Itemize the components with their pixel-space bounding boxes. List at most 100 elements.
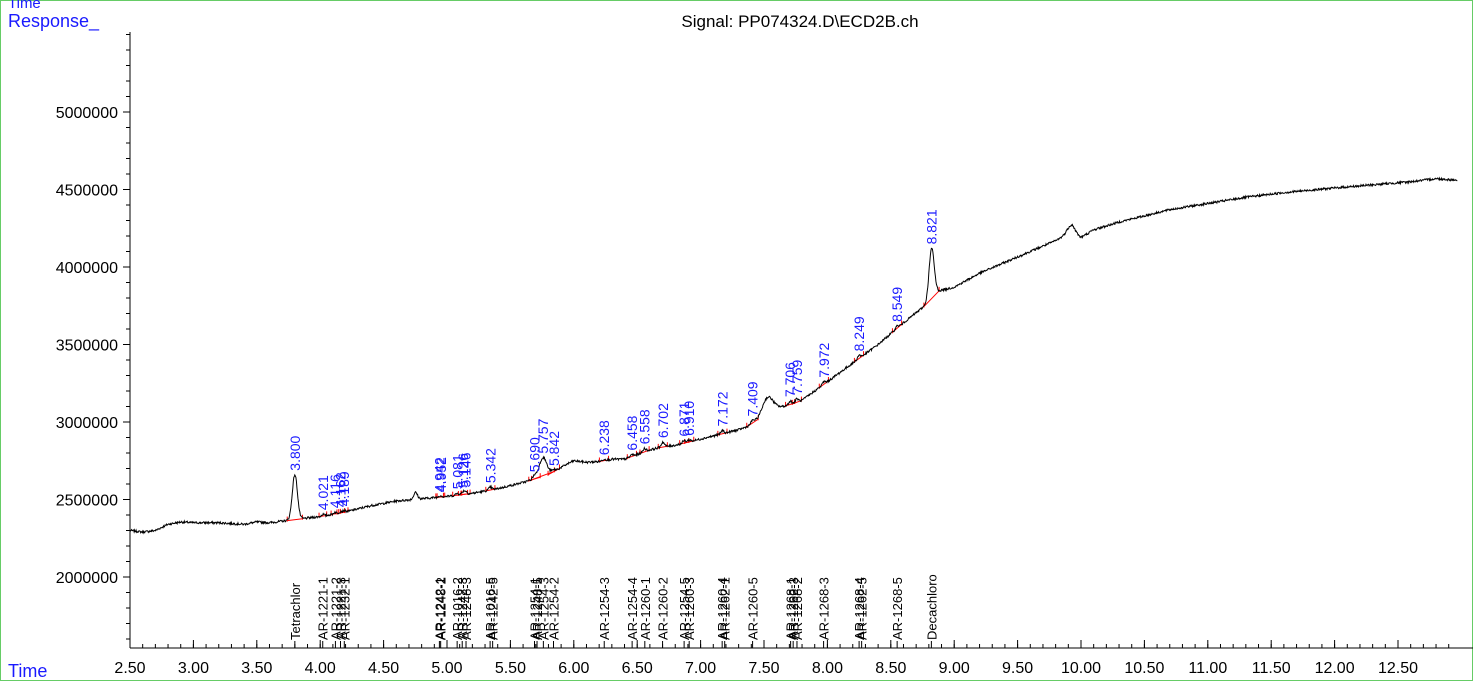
peak-rt-label: 6.702: [655, 403, 671, 438]
y-tick-label: 2500000: [56, 493, 118, 510]
compound-label: AR-1268-4: [852, 577, 867, 640]
compound-label: AR-1262-3: [786, 577, 801, 640]
chart-title: Signal: PP074324.D\ECD2B.ch: [681, 12, 918, 31]
peak-rt-label: 6.558: [637, 409, 653, 444]
compound-label: AR-1260-5: [746, 577, 761, 640]
compound-label: AR-1232-1: [337, 577, 352, 640]
compound-label: AR-1248-3: [459, 577, 474, 640]
peak-rt-label: 7.759: [789, 360, 805, 395]
x-tick-label: 5.50: [495, 660, 526, 677]
compound-markers: Tetrachlor AR-1221-1AR-1221-2AR-1221-3AR-…: [288, 574, 939, 648]
signal-trace: [129, 176, 1458, 535]
x-tick-label: 3.50: [241, 660, 272, 677]
peak-rt-label: 6.458: [624, 415, 640, 450]
x-tick-label: 12.00: [1315, 660, 1355, 677]
y-tick-label: 4500000: [56, 183, 118, 200]
y-tick-label: 2000000: [56, 570, 118, 587]
compound-label: AR-1268-2: [790, 577, 805, 640]
x-tick-label: 9.50: [1002, 660, 1033, 677]
x-tick-label: 5.00: [431, 660, 462, 677]
compound-label: AR-1268-5: [890, 577, 905, 640]
x-tick-label: 4.50: [368, 660, 399, 677]
peak-rt-label: 7.972: [816, 342, 832, 377]
axis-ticks: 2.50 3.00 3.50 4.00 4.50 5.00 5.50 6.00 6.50 7.00…: [56, 34, 1450, 677]
peak-rt-label: 5.690: [526, 437, 542, 472]
compound-label: AR-1221-2: [328, 577, 343, 640]
integration-line: [531, 470, 555, 481]
compound-label: AR-1260-2: [656, 577, 671, 640]
x-tick-label: 8.50: [875, 660, 906, 677]
compound-label: AR-1260-1: [638, 577, 653, 640]
x-tick-label: 11.00: [1188, 660, 1227, 677]
y-axis-label: Response_: [8, 11, 100, 32]
compound-label: AR-1242-3: [455, 577, 470, 640]
peak-rt-label: 5.757: [535, 418, 551, 453]
compound-label: AR-1254-3: [597, 577, 612, 640]
peak-rt-label: 5.081: [449, 454, 465, 489]
integration-baselines: [286, 286, 940, 522]
peak-rt-label: 4.952: [433, 457, 449, 492]
compound-label: AR-1254-3: [536, 577, 551, 640]
x-tick-label: 2.50: [114, 660, 145, 677]
compound-label: AR-1254-2: [547, 577, 562, 640]
peak-rt-label: 5.842: [546, 431, 562, 466]
x-tick-label: 6.00: [558, 660, 589, 677]
x-tick-label: 7.00: [685, 660, 716, 677]
peak-rt-label: 4.116: [327, 474, 343, 508]
compound-label: AR-1016-2: [450, 577, 465, 640]
x-tick-label: 4.00: [305, 660, 336, 677]
compound-label: AR-1260-3: [682, 577, 697, 640]
x-tick-label: 3.00: [178, 660, 209, 677]
compound-label: AR-1268-1: [784, 577, 799, 640]
x-tick-label: 9.00: [939, 660, 970, 677]
peak-rt-label: 7.172: [714, 391, 730, 426]
x-tick-label: 10.00: [1061, 660, 1101, 677]
peak-rt-label: 7.706: [782, 362, 798, 397]
x-tick-label: 7.50: [748, 660, 779, 677]
peak-rt-label: 4.021: [315, 475, 331, 510]
compound-label: AR-1254-5: [677, 577, 692, 640]
corner-label: Time: [8, 0, 41, 12]
compound-label: AR-1248-2: [434, 577, 449, 640]
integration-line: [287, 518, 303, 522]
peak-rt-label: 5.342: [482, 448, 498, 483]
integration-line: [485, 488, 496, 492]
peak-rt-label: 8.249: [851, 316, 867, 351]
x-tick-label: 8.00: [812, 660, 843, 677]
x-axis-label: Time: [8, 661, 47, 681]
y-tick-label: 3000000: [56, 415, 118, 432]
compound-label: AR-1242-1: [432, 577, 447, 640]
y-tick-label: 4000000: [56, 260, 118, 277]
compound-label: AR-1254-1: [527, 577, 542, 640]
peak-rt-label: 4.189: [336, 471, 352, 506]
compound-label: AR-1268-3: [817, 577, 832, 640]
x-tick-label: 11.50: [1252, 660, 1291, 677]
x-tick-label: 6.50: [622, 660, 653, 677]
compound-label: AR-1248-5: [530, 577, 545, 640]
compound-label: Tetrachlor: [288, 582, 303, 640]
compound-label: AR-1262-5: [855, 577, 870, 640]
compound-label: AR-1262-1: [718, 577, 733, 640]
peak-rt-label: 7.409: [744, 381, 760, 416]
peak-rt-label: 4.162: [333, 472, 349, 507]
peak-rt-label: 5.146: [458, 452, 474, 487]
compound-label: AR-1016-5: [483, 577, 498, 640]
y-tick-label: 5000000: [56, 105, 118, 122]
compound-label: AR-1254-4: [625, 577, 640, 640]
compound-label: AR-1221-3: [333, 577, 348, 640]
compound-label: AR-1260-4: [715, 577, 730, 640]
peak-rt-label: 8.549: [889, 287, 905, 322]
compound-label: AR-1242-5: [486, 577, 501, 640]
compound-label: Decachloro: [924, 574, 939, 640]
x-tick-label: 10.50: [1124, 660, 1164, 677]
x-tick-label: 12.50: [1378, 660, 1418, 677]
peak-rt-label: 5.126: [455, 453, 471, 488]
peak-rt-label: 3.800: [287, 435, 303, 470]
y-tick-label: 3500000: [56, 338, 118, 355]
compound-label: AR-1221-1: [316, 577, 331, 640]
peak-rt-label: 6.238: [596, 420, 612, 455]
peak-rt-label: 8.821: [924, 209, 940, 244]
